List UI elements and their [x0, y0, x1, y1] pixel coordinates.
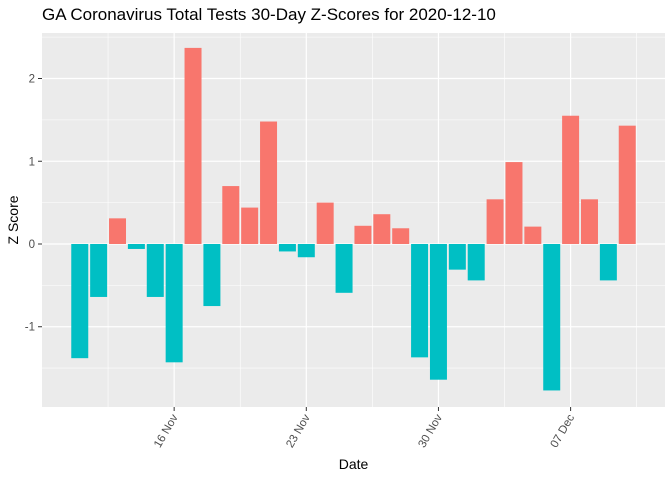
y-axis-title: Z Score	[5, 195, 21, 244]
bar	[354, 225, 372, 244]
y-tick-label: -1	[25, 322, 35, 334]
bar	[184, 47, 202, 244]
x-axis-title: Date	[339, 456, 369, 472]
y-tick-label: 0	[29, 239, 35, 251]
bar	[146, 243, 164, 297]
bar	[71, 243, 89, 359]
bar	[448, 243, 466, 270]
y-tick-label: 1	[29, 156, 35, 168]
bar	[618, 125, 636, 244]
x-axis-ticks: 16 Nov 23 Nov 30 Nov 07 Dec	[152, 407, 577, 450]
bar	[335, 243, 353, 293]
bar	[373, 214, 391, 244]
bar	[505, 162, 523, 244]
bar	[203, 243, 221, 307]
bar	[297, 243, 315, 258]
chart-title: GA Coronavirus Total Tests 30-Day Z-Scor…	[42, 5, 496, 24]
bar	[109, 218, 127, 244]
x-tick-label: 07 Dec	[549, 412, 578, 450]
bar	[467, 243, 485, 281]
bar	[524, 226, 542, 244]
bar	[562, 115, 580, 244]
y-axis-ticks: -1 0 1 2	[25, 74, 42, 334]
bar	[580, 199, 598, 244]
bar	[429, 243, 447, 380]
bar	[316, 202, 334, 244]
bar	[241, 207, 259, 244]
bar	[127, 243, 145, 249]
x-tick-label: 16 Nov	[152, 412, 181, 450]
minor-gridlines	[42, 33, 665, 407]
bar	[165, 243, 183, 363]
bar	[260, 121, 278, 244]
x-tick-label: 30 Nov	[416, 412, 445, 450]
bars	[71, 47, 636, 391]
bar	[486, 199, 504, 244]
bar	[543, 243, 561, 391]
bar	[278, 243, 296, 252]
plot-panel	[42, 33, 665, 407]
bar	[411, 243, 429, 358]
bar	[90, 243, 108, 297]
x-tick-label: 23 Nov	[284, 412, 313, 450]
y-tick-label: 2	[29, 74, 35, 86]
bar	[599, 243, 617, 281]
bar	[222, 186, 240, 244]
bar	[392, 228, 410, 244]
